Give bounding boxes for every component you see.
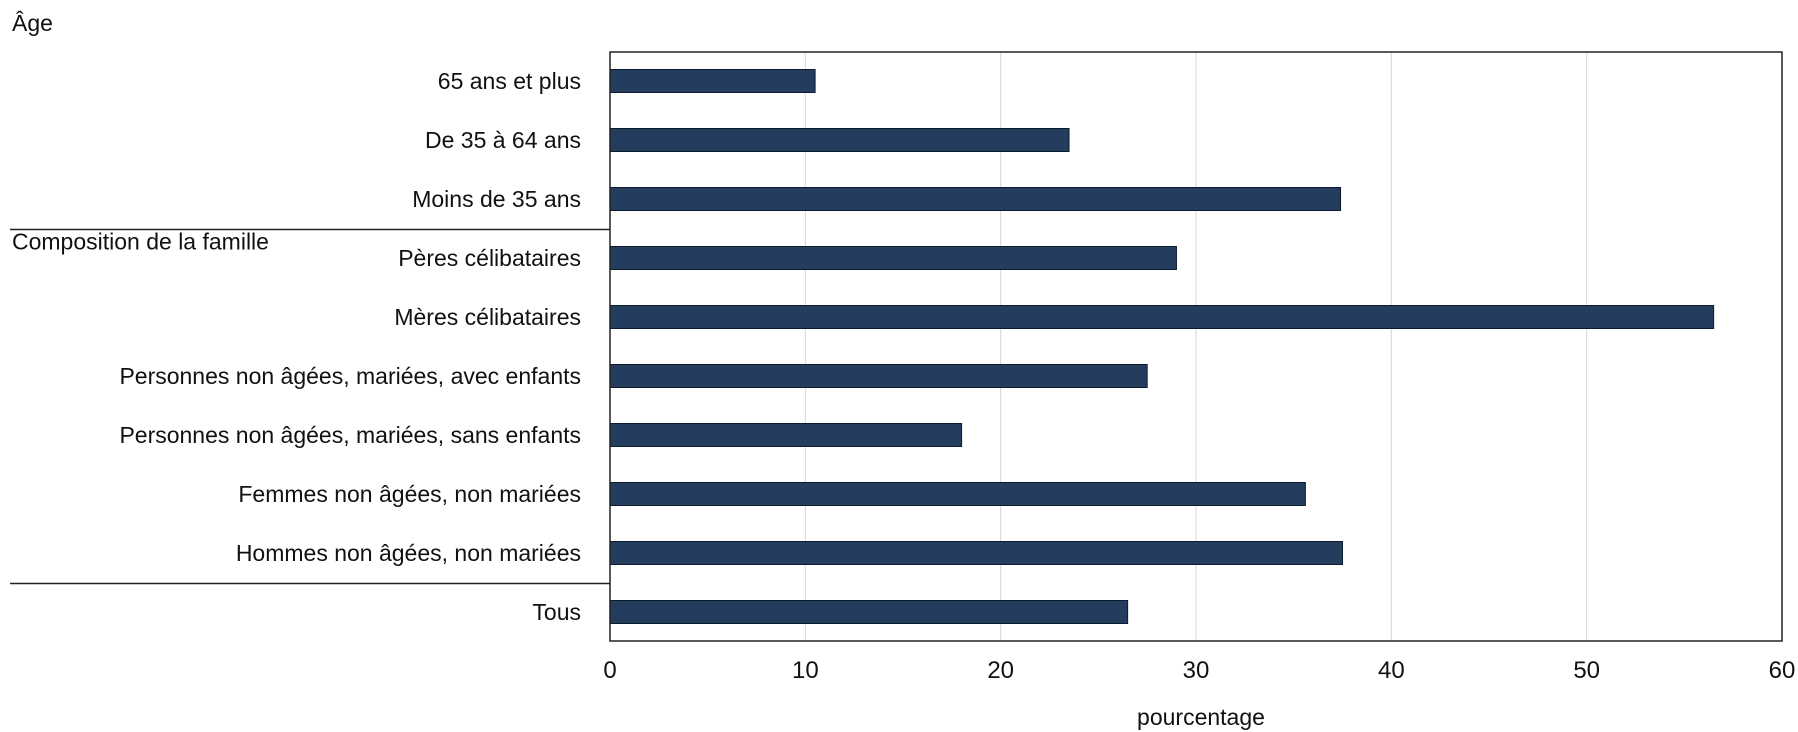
category-label: De 35 à 64 ans [425, 127, 581, 153]
x-tick-label: 60 [1769, 657, 1796, 684]
bar [609, 187, 1342, 211]
x-tick-label: 0 [603, 657, 616, 684]
category-label: Personnes non âgées, mariées, avec enfan… [119, 363, 581, 389]
category-label: 65 ans et plus [438, 68, 581, 94]
x-tick-label: 10 [792, 657, 819, 684]
x-tick-label: 30 [1183, 657, 1210, 684]
category-label: Mères célibataires [394, 304, 581, 330]
x-axis-ticks: 0 10 20 30 40 50 60 [603, 657, 1795, 684]
category-label: Tous [532, 599, 581, 625]
plot-border [609, 51, 1783, 642]
category-label: Personnes non âgées, mariées, sans enfan… [119, 422, 581, 448]
bar [609, 541, 1343, 565]
group-label: Composition de la famille [12, 229, 269, 255]
category-labels: 65 ans et plus De 35 à 64 ans Moins de 35 … [119, 68, 581, 625]
group-labels: Âge Composition de la famille [10, 10, 610, 585]
x-tick-label: 20 [987, 657, 1014, 684]
plot-frame [609, 51, 1783, 642]
bars [609, 69, 1715, 624]
bar [609, 305, 1715, 329]
bar [609, 69, 816, 93]
bar [609, 600, 1129, 624]
x-axis-title: pourcentage [1137, 704, 1265, 730]
category-label: Hommes non âgées, non mariées [236, 540, 581, 566]
bar [609, 423, 963, 447]
x-tick-label: 50 [1573, 657, 1600, 684]
bar [609, 128, 1070, 152]
category-label: Moins de 35 ans [412, 186, 581, 212]
category-label: Femmes non âgées, non mariées [238, 481, 581, 507]
group-label: Âge [12, 10, 53, 36]
bar [609, 482, 1306, 506]
x-tick-label: 40 [1378, 657, 1405, 684]
bar [609, 364, 1148, 388]
category-label: Pères célibataires [398, 245, 581, 271]
bar [609, 246, 1177, 270]
